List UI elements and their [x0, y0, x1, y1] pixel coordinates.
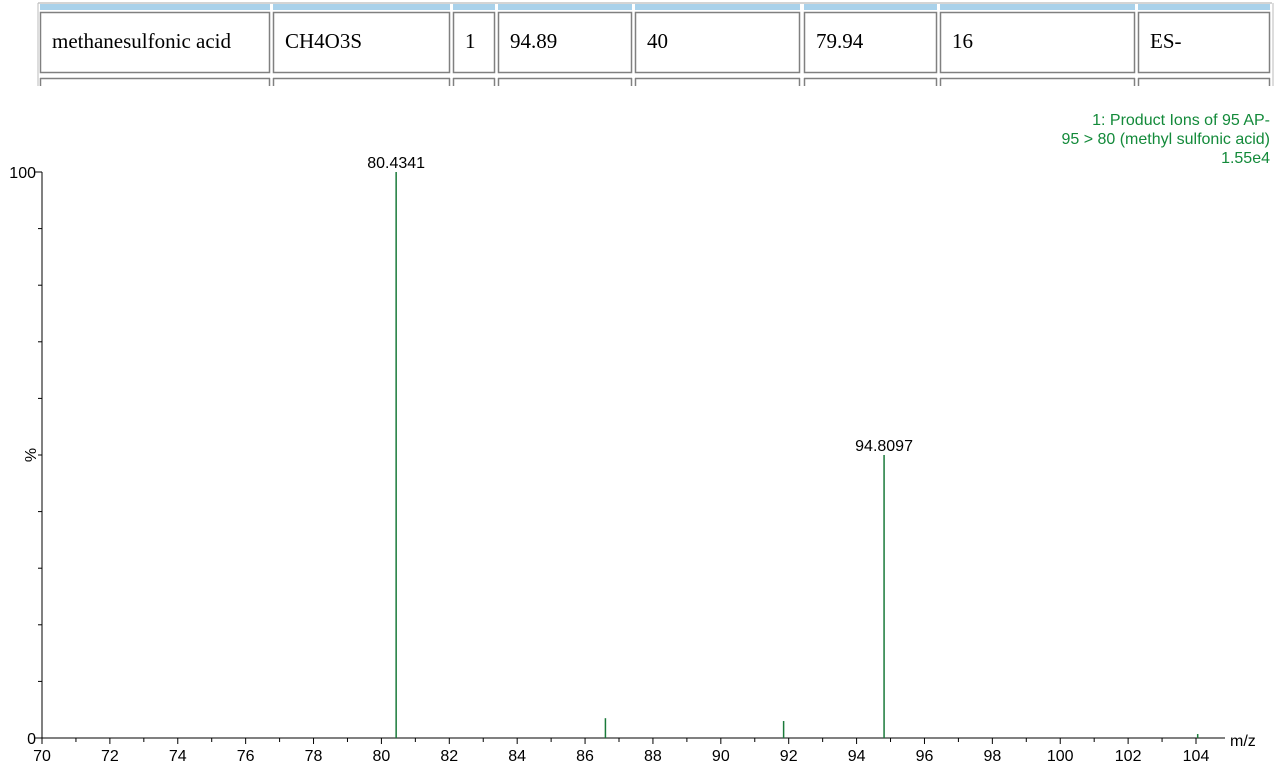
- header-stripe: [273, 4, 450, 10]
- x-tick-label: 84: [508, 748, 526, 765]
- cell-text: 94.89: [510, 29, 557, 53]
- x-tick-label: 88: [644, 748, 662, 765]
- peak-label: 80.4341: [367, 155, 425, 172]
- header-stripe: [804, 4, 937, 10]
- y-axis-label: %: [23, 448, 40, 462]
- x-tick-label: 102: [1115, 748, 1142, 765]
- x-tick-label: 78: [305, 748, 323, 765]
- cell: [497, 11, 633, 74]
- x-tick-label: 104: [1183, 748, 1210, 765]
- cell-text: 79.94: [816, 29, 864, 53]
- x-tick-label: 100: [1047, 748, 1074, 765]
- x-tick-label: 96: [916, 748, 934, 765]
- x-tick-label: 80: [373, 748, 391, 765]
- table: methanesulfonic acid CH4O3S 1 94.89 40 79.94 1…: [37, 2, 1274, 86]
- peak-label: 94.8097: [855, 438, 913, 455]
- x-tick-label: 70: [33, 748, 51, 765]
- cell: [634, 11, 801, 74]
- x-tick-label: 74: [169, 748, 187, 765]
- header-stripe: [1138, 4, 1270, 10]
- x-tick-label: 86: [576, 748, 594, 765]
- x-tick-label: 82: [440, 748, 458, 765]
- cell-text: 1: [465, 29, 476, 53]
- y-tick-label: 100: [9, 165, 36, 182]
- cell: [939, 11, 1136, 74]
- header-stripe: [40, 4, 270, 10]
- header-stripe: [498, 4, 632, 10]
- cell-text: CH4O3S: [285, 29, 362, 53]
- cell: [803, 11, 938, 74]
- x-axis-label: m/z: [1230, 733, 1256, 750]
- header-stripe: [453, 4, 495, 10]
- x-tick-label: 72: [101, 748, 119, 765]
- cell: [272, 11, 451, 74]
- cell-text: 16: [952, 29, 973, 53]
- x-tick-label: 94: [848, 748, 866, 765]
- x-tick-label: 98: [983, 748, 1001, 765]
- annotation: 1: Product Ions of 95 AP-: [1092, 112, 1270, 129]
- x-tick-label: 90: [712, 748, 730, 765]
- cell-text: methanesulfonic acid: [52, 29, 232, 53]
- x-tick-label: 92: [780, 748, 798, 765]
- x-tick-label: 76: [237, 748, 255, 765]
- cell: [452, 11, 496, 74]
- header-stripe: [635, 4, 800, 10]
- annotation: 1.55e4: [1221, 150, 1270, 167]
- cell: [1137, 11, 1271, 74]
- chart: % m/z 0 100 70 72 74 76 78 80 82 84 86 88 90 92 94 96 98…: [9, 112, 1270, 765]
- y-tick-label: 0: [27, 731, 36, 748]
- header-stripe: [940, 4, 1135, 10]
- cell: [39, 11, 271, 74]
- cell-text: 40: [647, 29, 668, 53]
- annotation: 95 > 80 (methyl sulfonic acid): [1061, 131, 1270, 148]
- cell-text: ES-: [1150, 29, 1182, 53]
